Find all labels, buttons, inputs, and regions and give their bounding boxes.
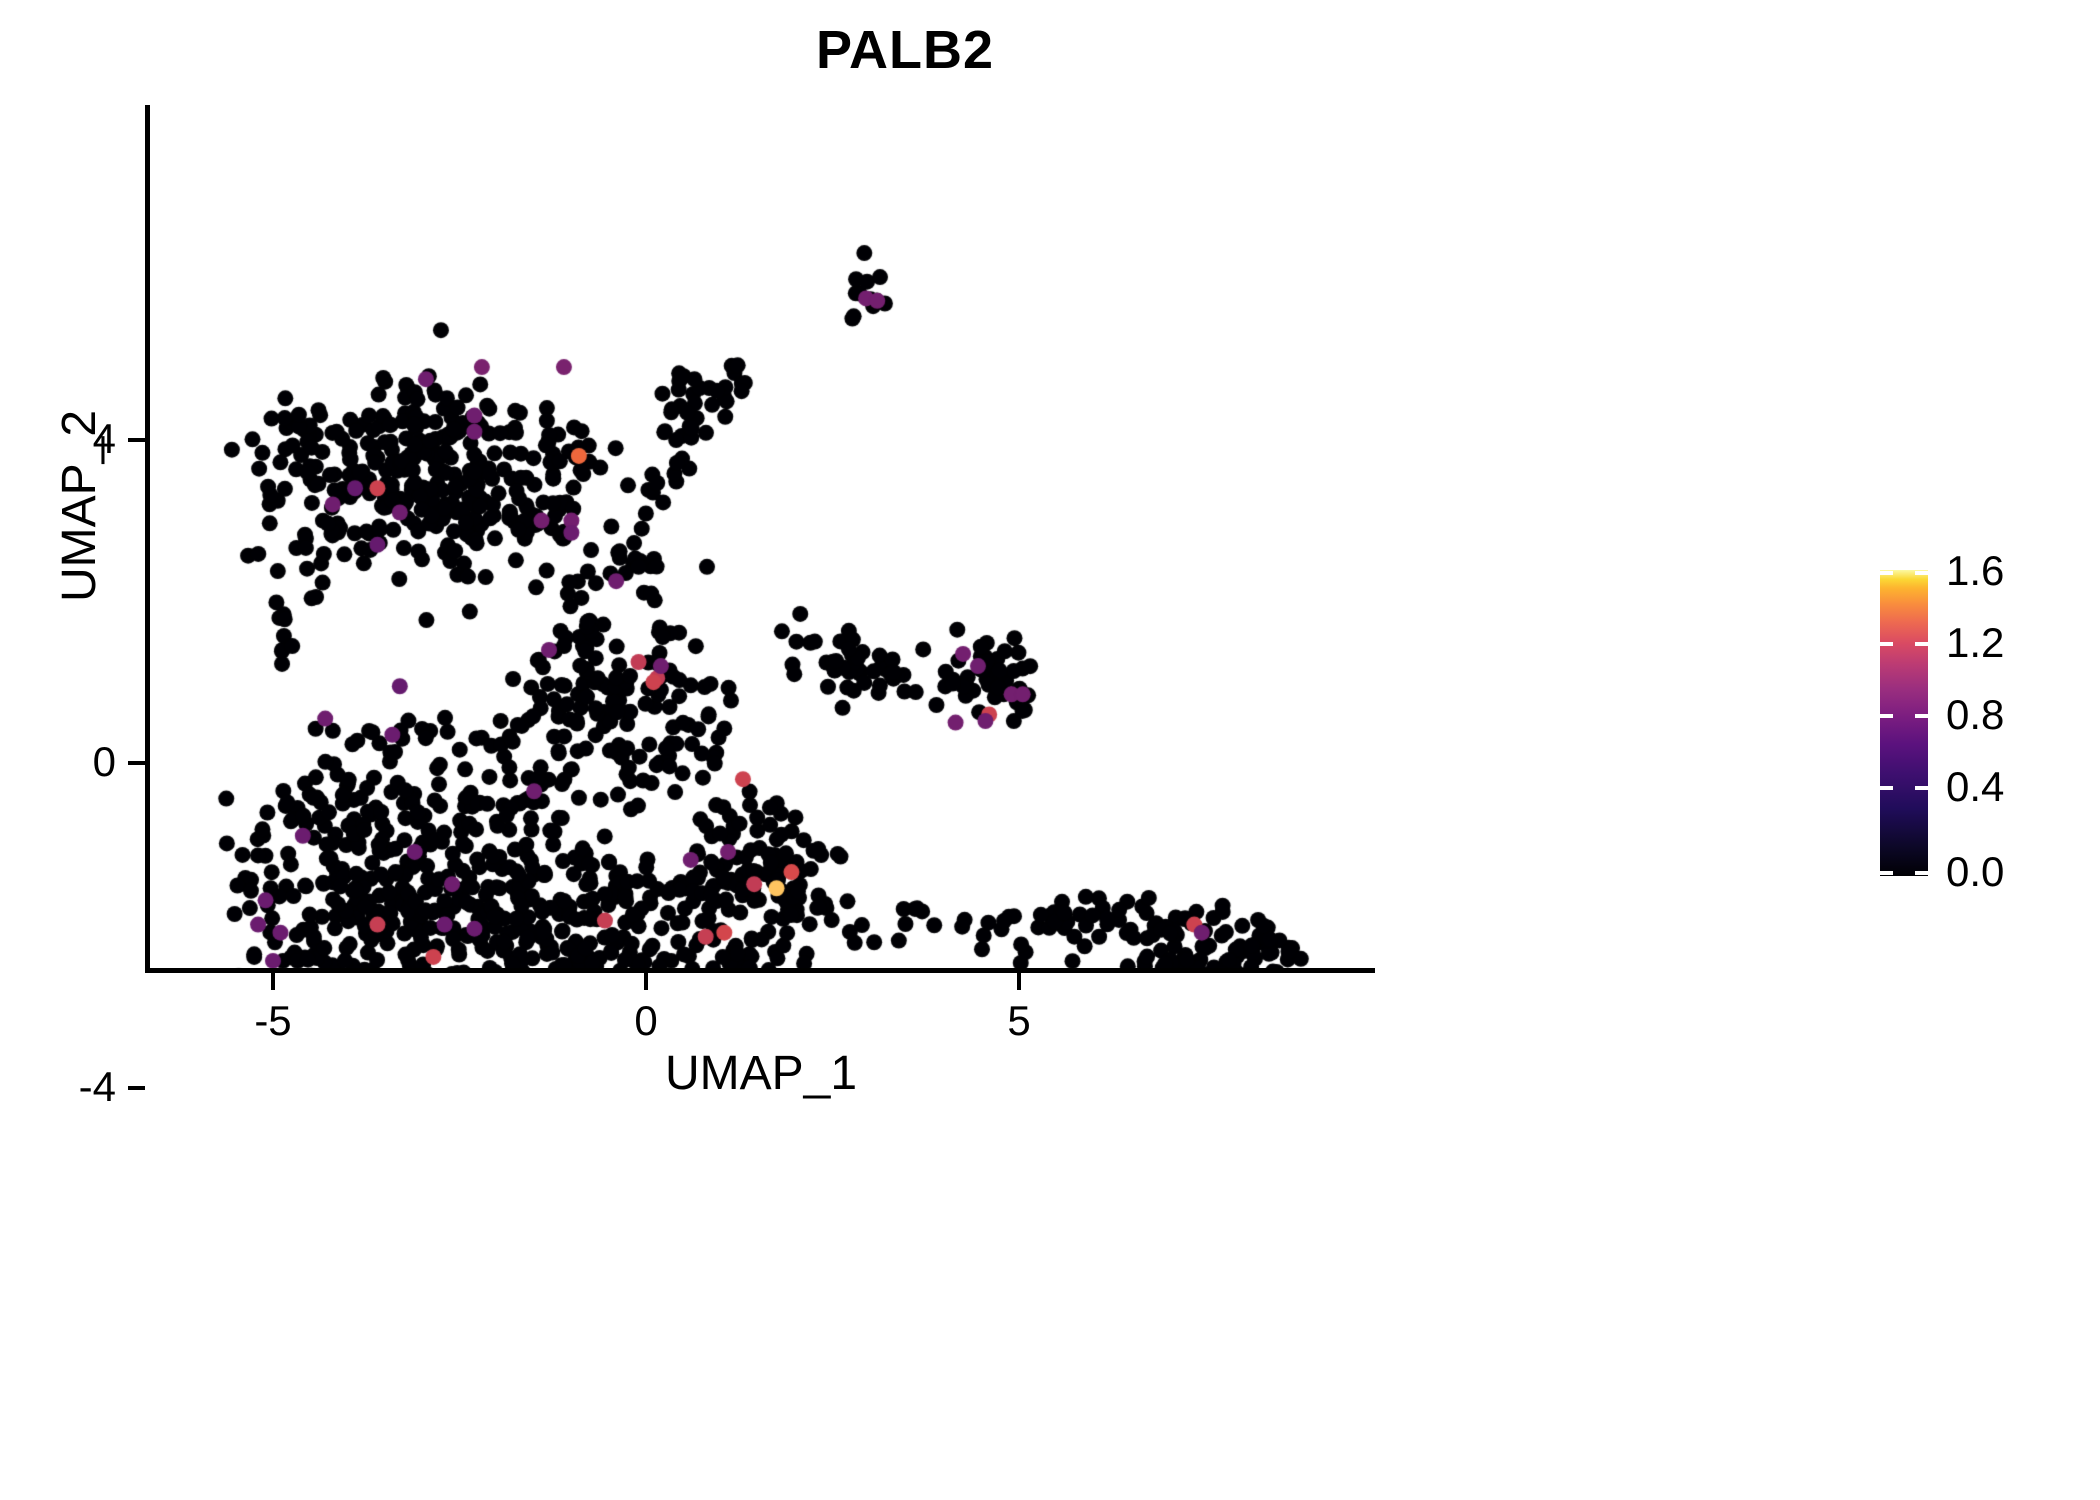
colorbar-tick-0.4-left [1880,786,1893,790]
colorbar-label-0.4: 0.4 [1946,763,2005,810]
y-axis-title: UMAP_2 [53,409,106,603]
x-tick-mark-5 [1017,972,1021,990]
colorbar-gradient [1880,570,1928,876]
x-tick-label--5: -5 [254,997,292,1044]
x-axis-title: UMAP_1 [664,1047,858,1100]
colorbar-tick-1.6-right [1915,571,1928,575]
y-tick-mark-0 [128,761,145,765]
colorbar-label-1.6: 1.6 [1946,547,2005,594]
x-tick-label-5: 5 [1007,997,1031,1044]
scatter-plot-panel[interactable] [147,105,1370,970]
x-tick-mark-0 [644,972,648,990]
colorbar-label-1.2: 1.2 [1946,619,2005,666]
colorbar-tick-0.0-left [1880,871,1893,875]
x-tick-label-0: 0 [634,997,658,1044]
colorbar-label-0.0: 0.0 [1946,848,2005,895]
y-tick-label-4: 4 [92,415,116,462]
y-tick-label-0: 0 [92,738,116,785]
colorbar-tick-0.8-left [1880,714,1893,718]
y-tick-mark-4 [128,438,145,442]
colorbar-tick-0.8-right [1915,714,1928,718]
y-tick-label--4: -4 [78,1063,116,1110]
colorbar-legend[interactable]: 1.6 1.2 0.8 0.4 0.0 [1880,550,2080,895]
colorbar-tick-0.4-right [1915,786,1928,790]
colorbar-tick-0.0-right [1915,871,1928,875]
colorbar-tick-1.2-left [1880,642,1893,646]
colorbar-label-0.8: 0.8 [1946,691,2005,738]
x-tick-mark--5 [271,972,275,990]
x-axis-line [145,968,1375,973]
scatter-canvas[interactable] [147,105,1370,970]
y-tick-mark--4 [128,1086,145,1090]
y-axis-line [145,105,150,971]
page-title: PALB2 [815,20,995,80]
colorbar-tick-1.6-left [1880,571,1893,575]
colorbar-tick-1.2-right [1915,642,1928,646]
